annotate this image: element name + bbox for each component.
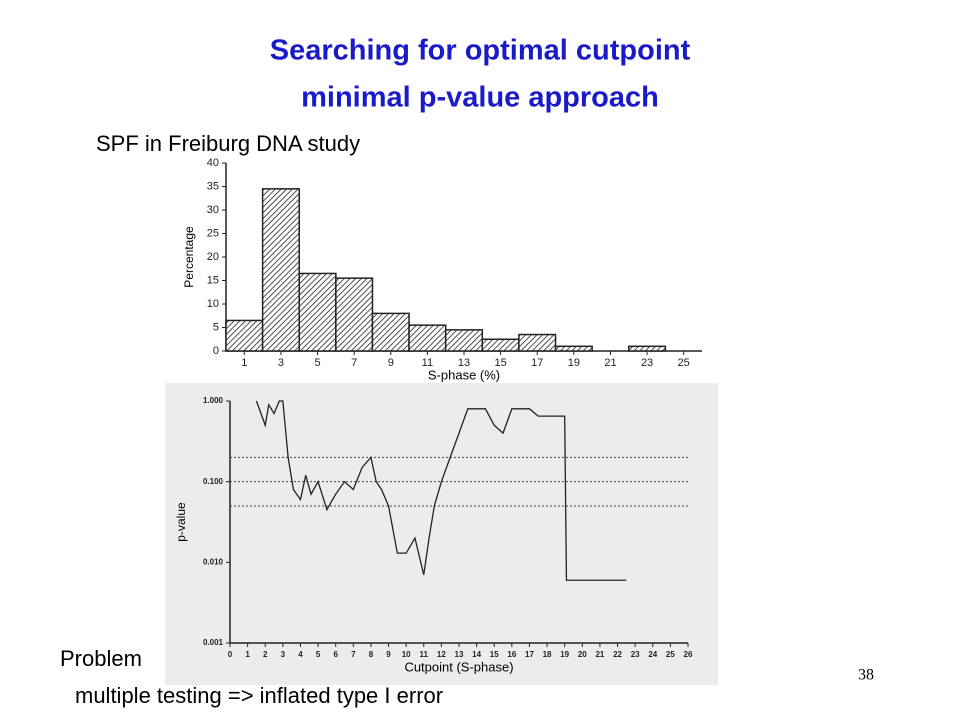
x-tick-label: 25	[666, 650, 675, 659]
x-tick-label: 2	[263, 650, 268, 659]
x-tick-label: 24	[648, 650, 657, 659]
x-tick-label: 18	[543, 650, 552, 659]
bar	[335, 277, 374, 352]
y-tick-label: 40	[207, 157, 219, 169]
x-tick-label: 1	[245, 650, 250, 659]
x-tick-label: 0	[228, 650, 233, 659]
x-tick-label: 11	[422, 357, 433, 369]
x-tick-label: 15	[490, 650, 499, 659]
bar	[518, 333, 557, 352]
x-tick-label: 12	[437, 650, 446, 659]
x-tick-label: 7	[351, 650, 356, 659]
x-tick-label: 13	[458, 357, 470, 369]
x-tick-label: 5	[316, 650, 321, 659]
x-tick-label: 9	[388, 357, 394, 369]
x-tick-label: 1	[241, 357, 247, 369]
x-tick-label: 9	[386, 650, 391, 659]
bar	[261, 188, 300, 352]
y-tick-label: 35	[207, 180, 219, 192]
y-tick-label: 15	[207, 274, 219, 286]
y-tick-label: 25	[207, 227, 219, 239]
bar	[554, 345, 593, 352]
x-tick-label: 19	[560, 650, 569, 659]
x-tick-label: 25	[678, 357, 690, 369]
y-axis-label: p-value	[174, 502, 188, 542]
x-tick-label: 17	[525, 650, 534, 659]
x-tick-label: 22	[613, 650, 622, 659]
y-tick-label: 10	[207, 298, 219, 310]
bar	[481, 338, 520, 352]
study-label: SPF in Freiburg DNA study	[96, 131, 360, 156]
x-tick-label: 6	[333, 650, 338, 659]
y-tick-label: 5	[213, 321, 219, 333]
x-tick-label: 3	[278, 357, 284, 369]
x-axis-label: Cutpoint (S-phase)	[404, 659, 513, 674]
x-tick-label: 26	[684, 650, 693, 659]
x-tick-label: 15	[494, 357, 506, 369]
y-tick-label: 0	[213, 345, 219, 357]
y-tick-label: 30	[207, 204, 219, 216]
x-tick-label: 20	[578, 650, 587, 659]
bar	[628, 345, 667, 352]
y-tick-label: 0.001	[203, 638, 224, 647]
x-tick-label: 11	[420, 650, 429, 659]
x-tick-label: 10	[402, 650, 411, 659]
y-tick-label: 1.000	[203, 396, 224, 405]
x-tick-label: 14	[472, 650, 481, 659]
x-tick-label: 23	[631, 650, 640, 659]
x-axis-label: S-phase (%)	[428, 367, 500, 382]
page-number: 38	[858, 667, 874, 684]
x-tick-label: 4	[298, 650, 303, 659]
bar	[225, 319, 264, 352]
x-tick-label: 19	[568, 357, 580, 369]
x-tick-label: 16	[507, 650, 516, 659]
x-tick-label: 13	[455, 650, 464, 659]
p-value-line	[255, 400, 627, 581]
x-tick-label: 7	[351, 357, 357, 369]
problem-label: Problem	[60, 646, 142, 671]
scan-background	[165, 383, 718, 685]
x-tick-label: 8	[369, 650, 374, 659]
bar	[444, 329, 484, 352]
y-axis-label: Percentage	[182, 226, 196, 288]
bar	[408, 324, 447, 352]
title: minimal p-value approach	[301, 82, 659, 114]
bar	[298, 272, 337, 352]
y-tick-label: 0.010	[203, 557, 224, 566]
problem-text: multiple testing => inflated type I erro…	[75, 683, 443, 708]
title: Searching for optimal cutpoint	[270, 35, 691, 67]
x-tick-label: 5	[314, 357, 320, 369]
x-tick-label: 3	[281, 650, 286, 659]
bar	[371, 312, 410, 352]
y-tick-label: 20	[207, 251, 219, 263]
x-tick-label: 17	[531, 357, 543, 369]
x-tick-label: 21	[604, 357, 616, 369]
x-tick-label: 23	[641, 357, 653, 369]
y-tick-label: 0.100	[203, 477, 224, 486]
x-tick-label: 21	[595, 650, 604, 659]
